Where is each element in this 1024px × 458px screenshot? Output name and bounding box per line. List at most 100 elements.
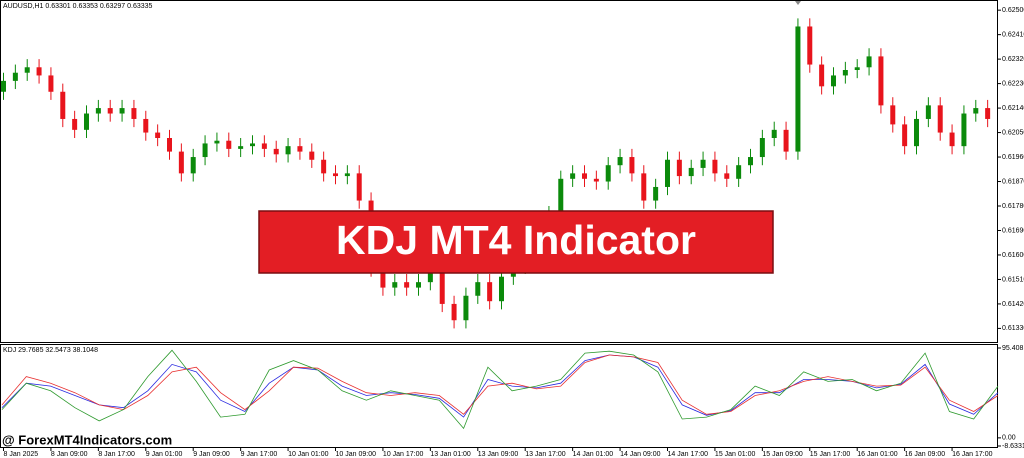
candle-body bbox=[629, 157, 635, 174]
candle-body bbox=[961, 113, 967, 147]
candle-body bbox=[404, 282, 410, 288]
x-tick-label: 9 Jan 01:00 bbox=[146, 451, 183, 458]
candle-body bbox=[558, 178, 564, 215]
candle-body bbox=[273, 148, 279, 155]
candle-body bbox=[356, 173, 362, 201]
candle-body bbox=[321, 159, 327, 174]
candle-body bbox=[688, 167, 694, 177]
candle-body bbox=[819, 64, 825, 87]
candle-body bbox=[937, 105, 943, 133]
candle-body bbox=[12, 72, 18, 81]
x-tick-label: 9 Jan 17:00 bbox=[241, 451, 278, 458]
indicator-line bbox=[1, 354, 999, 415]
candle-body bbox=[641, 173, 647, 201]
indicator-line bbox=[1, 354, 999, 418]
candle-body bbox=[250, 143, 255, 147]
banner: KDJ MT4 Indicator bbox=[258, 210, 774, 274]
x-tick-label: 13 Jan 17:00 bbox=[525, 451, 566, 458]
candle-body bbox=[617, 157, 623, 166]
y-tick-label: 0.61330 bbox=[1002, 325, 1024, 332]
x-tick-label: 8 Jan 2025 bbox=[4, 451, 39, 458]
candle-body bbox=[451, 303, 457, 321]
y-tick-label: 0.00 bbox=[1002, 435, 1016, 442]
x-tick-label: 10 Jan 17:00 bbox=[383, 451, 424, 458]
y-tick-label: -8.6331 bbox=[1002, 443, 1024, 450]
x-tick-label: 14 Jan 01:00 bbox=[573, 451, 614, 458]
candle-body bbox=[107, 108, 113, 114]
candle-body bbox=[333, 173, 338, 177]
candle-body bbox=[202, 143, 208, 158]
indicator-panel bbox=[0, 344, 998, 448]
candle-body bbox=[475, 282, 481, 296]
candle-body bbox=[344, 173, 350, 177]
candle-body bbox=[178, 151, 184, 174]
candle-body bbox=[759, 138, 765, 158]
candle-body bbox=[582, 173, 587, 179]
x-tick-label: 15 Jan 01:00 bbox=[715, 451, 756, 458]
x-tick-label: 8 Jan 17:00 bbox=[98, 451, 135, 458]
x-tick-label: 8 Jan 09:00 bbox=[51, 451, 88, 458]
x-tick-label: 16 Jan 17:00 bbox=[952, 451, 993, 458]
candle-body bbox=[712, 159, 718, 174]
candle-body bbox=[925, 105, 931, 119]
watermark: @ ForexMT4Indicators.com bbox=[2, 432, 172, 447]
candle-body bbox=[902, 124, 908, 147]
candle-body bbox=[24, 67, 30, 73]
candle-body bbox=[854, 67, 860, 70]
candle-body bbox=[214, 140, 220, 144]
candle-body bbox=[878, 56, 884, 106]
candle-body bbox=[380, 268, 386, 288]
candle-body bbox=[700, 159, 706, 168]
x-tick-label: 15 Jan 17:00 bbox=[810, 451, 851, 458]
candle-body bbox=[416, 282, 421, 288]
candle-body bbox=[985, 108, 991, 119]
y-tick-label: 95.408 bbox=[1002, 345, 1024, 352]
candle-body bbox=[143, 118, 149, 133]
candle-body bbox=[226, 140, 232, 149]
candle-body bbox=[84, 113, 89, 130]
candle-body bbox=[238, 146, 244, 149]
candle-body bbox=[309, 151, 315, 160]
candle-body bbox=[95, 108, 101, 114]
candle-body bbox=[914, 118, 919, 147]
candle-body bbox=[439, 268, 445, 304]
x-tick-label: 13 Jan 01:00 bbox=[430, 451, 471, 458]
candle-body bbox=[60, 91, 66, 119]
candle-body bbox=[570, 173, 576, 179]
x-tick-label: 9 Jan 09:00 bbox=[193, 451, 230, 458]
candle-body bbox=[297, 146, 303, 152]
candle-body bbox=[748, 157, 753, 166]
candle-body bbox=[783, 129, 789, 152]
x-tick-label: 16 Jan 01:00 bbox=[857, 451, 898, 458]
candle-body bbox=[807, 26, 813, 65]
candle-body bbox=[736, 165, 742, 179]
candle-body bbox=[463, 295, 469, 321]
x-tick-label: 10 Jan 01:00 bbox=[288, 451, 329, 458]
candle-body bbox=[676, 159, 682, 177]
candle-body bbox=[190, 157, 196, 174]
candle-body bbox=[1, 80, 6, 92]
candle-body bbox=[167, 138, 172, 152]
candle-body bbox=[724, 173, 730, 179]
candle-body bbox=[866, 56, 872, 68]
candle-body bbox=[949, 132, 955, 147]
candle-body bbox=[665, 159, 670, 187]
candle-body bbox=[593, 178, 599, 182]
candle-body bbox=[131, 108, 137, 119]
candle-body bbox=[48, 75, 54, 92]
candle-body bbox=[285, 146, 291, 155]
x-tick-label: 16 Jan 09:00 bbox=[905, 451, 946, 458]
candle-body bbox=[487, 282, 493, 302]
candle-body bbox=[427, 268, 433, 283]
